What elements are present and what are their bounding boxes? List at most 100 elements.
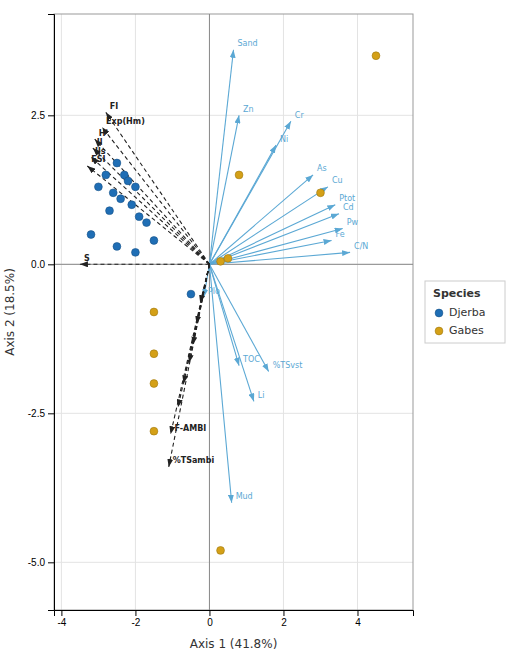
arrow-label: TOC: [242, 355, 260, 364]
tick: -4: [57, 610, 66, 628]
point: [217, 257, 225, 265]
grid-line-x: [61, 14, 62, 610]
arrow: [209, 214, 339, 265]
arrow-label: Ils: [95, 147, 106, 156]
arrow: [106, 112, 210, 264]
tick-label: -4: [57, 617, 66, 628]
tick-label: -2.5: [28, 408, 46, 419]
solid-arrows: [204, 50, 350, 503]
arrow-label: H': [99, 129, 108, 138]
arrow: [102, 127, 209, 264]
arrow-label: Exp(Hm): [106, 117, 145, 126]
point: [317, 189, 325, 197]
grid-line-y: [54, 115, 413, 116]
tick-label: 2: [281, 617, 287, 628]
tick-label: -5.0: [28, 557, 46, 568]
point: [95, 183, 103, 191]
point: [224, 254, 232, 262]
chart: -4 -2 0 2 4 -5.0 -2.5 0.0 2.5 Axis 1 (41.8%) Axis …: [0, 0, 513, 656]
tick-label: -2: [131, 617, 140, 628]
point: [372, 52, 380, 60]
arrow: [93, 148, 210, 264]
arrow-label: Pw: [347, 218, 359, 227]
grid: [54, 14, 413, 610]
arrow-labels: SandZnCrNiAsCuPtotCdPwFeC/NPloTOC%TSvstL…: [84, 39, 368, 501]
tick-mark: [283, 610, 284, 616]
legend-swatch: [435, 327, 443, 335]
point: [143, 219, 151, 227]
x-axis-title: Axis 1 (41.8%): [190, 637, 278, 651]
grid-line-x: [209, 14, 210, 610]
grid-line-x: [135, 14, 136, 610]
tick-mark: [48, 413, 54, 414]
arrow-label: Li: [258, 391, 265, 400]
arrow-label: FI: [110, 102, 118, 111]
tick-label: 0.0: [31, 259, 45, 270]
arrow-label: Ptot: [339, 194, 355, 203]
legend-swatch: [435, 309, 443, 317]
point: [150, 237, 158, 245]
tick: -2: [131, 610, 140, 628]
x-axis: -4 -2 0 2 4: [55, 610, 414, 628]
arrow-label: F-AMBI: [175, 424, 207, 433]
arrow: [87, 166, 209, 264]
point: [117, 195, 125, 203]
arrow: [91, 157, 209, 264]
arrow-label: Cr: [295, 111, 305, 120]
tick-label: 4: [355, 617, 361, 628]
arrow-label: Fe: [336, 230, 345, 239]
y-axis-title: Axis 2 (18.5%): [3, 268, 17, 356]
legend-box: [425, 281, 505, 343]
axis-line: [48, 15, 55, 611]
point: [150, 350, 158, 358]
point: [132, 183, 140, 191]
tick-mark: [48, 264, 54, 265]
tick-mark: [48, 562, 54, 563]
arrow-label: S: [84, 254, 90, 263]
grid-line-y: [54, 562, 413, 563]
y-axis: -5.0 -2.5 0.0 2.5: [28, 15, 55, 611]
arrow-label: FSI: [91, 155, 105, 164]
tick: 2.5: [31, 110, 54, 121]
plot-area: -4 -2 0 2 4 -5.0 -2.5 0.0 2.5 Axis 1 (41.8%) Axis …: [3, 14, 414, 651]
legend-title: Species: [433, 287, 481, 300]
point: [113, 243, 121, 251]
tick-label: 0: [207, 617, 213, 628]
tick-mark: [135, 610, 136, 616]
zero-line-v: [209, 14, 210, 610]
axis-line: [55, 611, 414, 617]
tick: 2: [281, 610, 287, 628]
plot-frame: [54, 14, 413, 610]
arrow-label: Sand: [238, 39, 258, 48]
grid-line-x: [283, 14, 284, 610]
arrow: [95, 139, 210, 264]
points: [150, 52, 380, 554]
point: [87, 231, 95, 239]
point: [135, 213, 143, 221]
arrow: [193, 264, 210, 344]
arrow-label: %TSvst: [273, 361, 303, 370]
arrow-label: C/N: [354, 242, 368, 251]
arrow-label: Zn: [243, 105, 254, 114]
point: [235, 171, 243, 179]
arrow: [209, 240, 331, 264]
tick-mark: [357, 610, 358, 616]
legend-label: Djerba: [449, 306, 486, 319]
arrow: [209, 264, 231, 502]
point: [128, 201, 136, 209]
arrow-label: Plo: [208, 287, 220, 296]
point: [124, 177, 132, 185]
arrow-label: %TSambi: [173, 456, 215, 465]
tick-mark: [209, 610, 210, 616]
tick-mark: [61, 610, 62, 616]
arrow: [209, 252, 350, 264]
tick: -5.0: [28, 557, 54, 568]
point: [217, 546, 225, 554]
point: [132, 248, 140, 256]
tick: 0: [207, 610, 213, 628]
arrow: [200, 264, 209, 303]
marks: [80, 50, 380, 555]
tick-mark: [48, 115, 54, 116]
grid-line-x: [357, 14, 358, 610]
point: [109, 189, 117, 197]
